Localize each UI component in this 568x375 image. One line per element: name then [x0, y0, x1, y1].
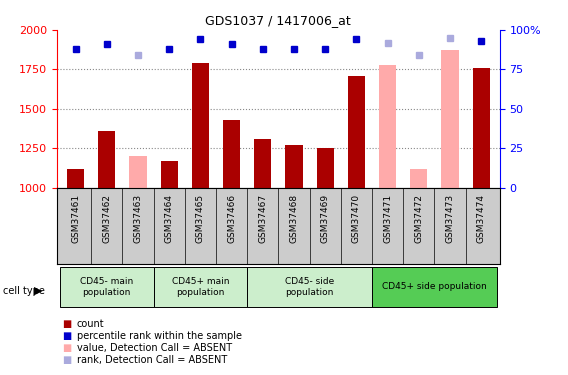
Text: CD45- side
population: CD45- side population	[285, 277, 334, 297]
Text: GSM37461: GSM37461	[71, 194, 80, 243]
Text: GSM37463: GSM37463	[133, 194, 143, 243]
Bar	[153, 267, 247, 307]
Text: ■: ■	[62, 344, 72, 353]
Text: ▶: ▶	[34, 286, 43, 296]
Text: GSM37469: GSM37469	[320, 194, 329, 243]
Title: GDS1037 / 1417006_at: GDS1037 / 1417006_at	[206, 15, 351, 27]
Bar	[410, 169, 427, 188]
Text: GSM37462: GSM37462	[102, 194, 111, 243]
Bar	[285, 145, 303, 188]
Text: value, Detection Call = ABSENT: value, Detection Call = ABSENT	[77, 344, 232, 353]
Text: GSM37470: GSM37470	[352, 194, 361, 243]
Text: count: count	[77, 320, 105, 329]
Text: percentile rank within the sample: percentile rank within the sample	[77, 332, 241, 341]
Bar	[254, 139, 272, 188]
Text: GSM37465: GSM37465	[196, 194, 205, 243]
Text: CD45+ side population: CD45+ side population	[382, 282, 487, 291]
Text: GSM37471: GSM37471	[383, 194, 392, 243]
Bar	[98, 131, 115, 188]
Text: GSM37467: GSM37467	[258, 194, 267, 243]
Bar	[473, 68, 490, 188]
Text: CD45+ main
population: CD45+ main population	[172, 277, 229, 297]
Text: rank, Detection Call = ABSENT: rank, Detection Call = ABSENT	[77, 356, 227, 365]
Bar	[316, 148, 334, 188]
Text: ■: ■	[62, 356, 72, 365]
Bar	[161, 161, 178, 188]
Bar	[60, 267, 153, 307]
Text: GSM37472: GSM37472	[414, 194, 423, 243]
Bar	[247, 267, 372, 307]
Text: cell type: cell type	[3, 286, 45, 296]
Text: GSM37473: GSM37473	[445, 194, 454, 243]
Bar	[348, 76, 365, 188]
Bar	[372, 267, 497, 307]
Text: CD45- main
population: CD45- main population	[80, 277, 133, 297]
Text: GSM37474: GSM37474	[477, 194, 486, 243]
Bar	[67, 169, 84, 188]
Bar	[223, 120, 240, 188]
Bar	[192, 63, 209, 188]
Text: ■: ■	[62, 332, 72, 341]
Text: GSM37464: GSM37464	[165, 194, 174, 243]
Text: ■: ■	[62, 320, 72, 329]
Bar	[441, 51, 458, 188]
Text: GSM37466: GSM37466	[227, 194, 236, 243]
Bar	[379, 64, 396, 188]
Bar	[130, 156, 147, 188]
Text: GSM37468: GSM37468	[290, 194, 298, 243]
